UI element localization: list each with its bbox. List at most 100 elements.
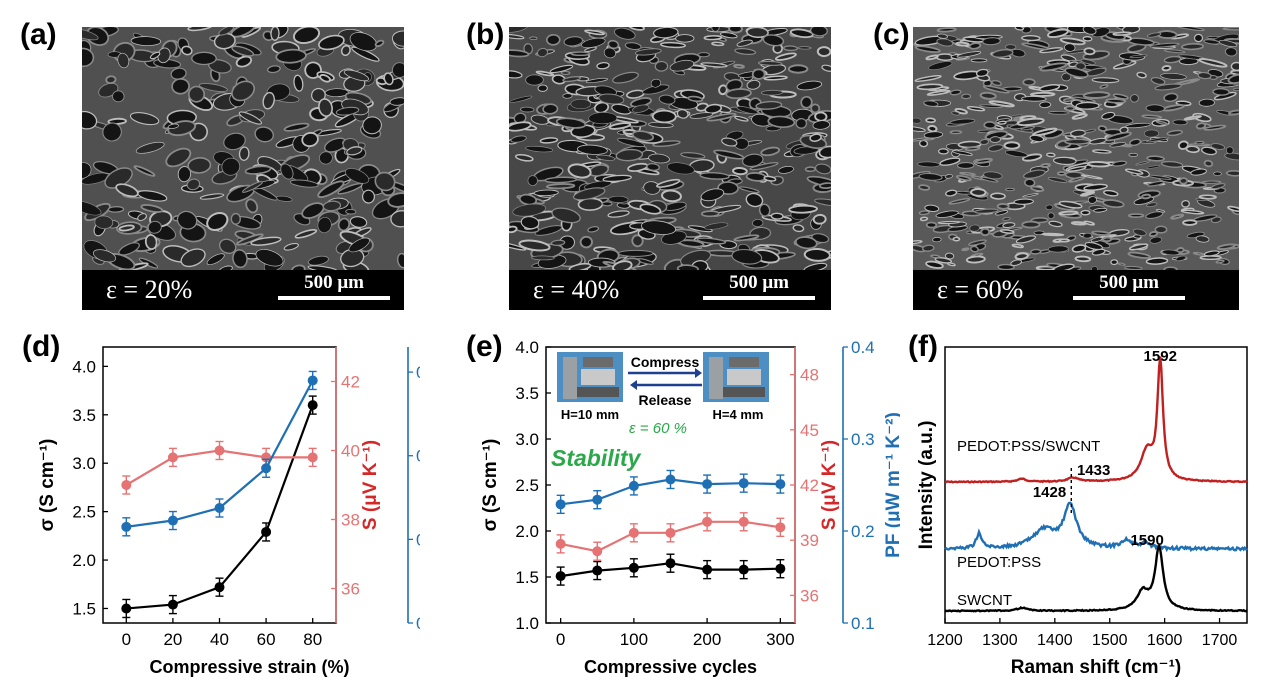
pore <box>922 244 935 252</box>
left-axis-title: σ (S cm⁻¹) <box>37 439 58 532</box>
pore <box>1135 160 1151 166</box>
pore <box>115 183 139 198</box>
pore <box>1084 241 1103 251</box>
pore <box>1045 204 1054 210</box>
pore <box>512 203 547 217</box>
pore <box>980 227 991 237</box>
data-point <box>121 603 132 614</box>
pf-axis-tick-label: 0.4 <box>851 338 875 357</box>
pore <box>654 60 669 72</box>
pore <box>711 41 725 47</box>
y-axis-title: Intensity (a.u.) <box>916 421 937 550</box>
pore <box>607 39 620 50</box>
pore <box>1198 58 1228 68</box>
pore <box>149 51 161 60</box>
pore <box>952 236 961 242</box>
photo-plate <box>729 357 759 367</box>
pore <box>396 252 404 269</box>
pore <box>913 117 922 124</box>
pore <box>1071 113 1088 120</box>
pore <box>191 51 217 66</box>
pore <box>718 84 728 96</box>
pore <box>235 55 253 68</box>
photo-base <box>723 387 765 397</box>
pore <box>653 27 679 39</box>
pore <box>293 74 304 92</box>
inset-strain-label: ε = 60 % <box>629 420 687 437</box>
pore <box>955 175 972 182</box>
pore <box>527 175 538 186</box>
left-axis-tick-label: 1.5 <box>515 568 539 587</box>
pore <box>778 166 794 174</box>
left-axis-tick-label: 1.5 <box>72 599 96 618</box>
pore <box>318 98 333 118</box>
pore <box>1039 101 1052 109</box>
pore <box>1092 149 1112 154</box>
s-axis-tick-label: 45 <box>800 421 819 440</box>
pore <box>140 204 164 213</box>
pore <box>760 89 783 96</box>
pore <box>1170 213 1185 220</box>
pore <box>105 75 117 85</box>
pore <box>344 168 370 184</box>
sem-image-40: ε = 40% 500 μm <box>509 27 831 310</box>
pore <box>1064 43 1076 52</box>
pore <box>199 193 225 200</box>
pore <box>624 42 642 51</box>
pore <box>974 208 999 214</box>
pore <box>975 68 989 77</box>
pore <box>603 47 616 59</box>
x-axis-title: Compressive cycles <box>584 657 757 677</box>
pore <box>1101 111 1116 120</box>
data-point <box>261 526 272 537</box>
pore <box>584 29 606 36</box>
pore <box>930 254 941 259</box>
x-axis-tick-label: 1700 <box>1202 632 1238 649</box>
pore <box>1023 169 1046 179</box>
pore <box>144 234 158 250</box>
s-axis-tick-label: 48 <box>800 366 819 385</box>
pore <box>632 104 650 113</box>
pore <box>180 248 206 268</box>
pore <box>186 178 201 191</box>
pore <box>307 255 329 266</box>
data-point <box>665 558 676 569</box>
data-point <box>775 522 786 533</box>
left-axis-tick-label: 3.5 <box>515 384 539 403</box>
pore <box>107 206 125 213</box>
data-point <box>555 571 566 582</box>
pore <box>949 130 963 135</box>
pore <box>102 122 122 142</box>
spectrum-3 <box>944 542 1248 613</box>
left-axis-tick-label: 2.0 <box>72 551 96 570</box>
pore <box>936 38 954 47</box>
pore <box>639 203 662 215</box>
pore <box>509 241 527 251</box>
pore <box>787 64 809 74</box>
chart-d-strain: 1.5 2.0 2.5 3.0 3.5 4.0 σ (S cm⁻¹) 36 38 40 42 S (μ… <box>37 346 420 677</box>
pore <box>669 59 695 72</box>
pore <box>734 115 749 122</box>
pore <box>1102 236 1113 243</box>
x-axis-title: Compressive strain (%) <box>149 657 349 677</box>
pore <box>551 207 581 224</box>
pore <box>1230 61 1239 72</box>
data-point <box>628 527 639 538</box>
pore <box>1064 138 1091 145</box>
pore <box>117 52 130 69</box>
pore <box>82 110 98 130</box>
photo-compressed <box>703 352 769 402</box>
sem-image-20: ε = 20% 500 μm <box>82 27 404 310</box>
pore <box>1145 257 1169 265</box>
pore <box>1146 202 1158 208</box>
data-point <box>167 515 178 526</box>
pore <box>1047 245 1069 253</box>
pore <box>652 140 681 147</box>
data-point <box>702 564 713 575</box>
pore <box>283 122 310 132</box>
x-axis-tick-label: 80 <box>303 630 322 649</box>
pore <box>1091 77 1120 84</box>
pore <box>345 208 357 215</box>
pore <box>1201 146 1217 156</box>
sem-texture <box>509 27 831 277</box>
